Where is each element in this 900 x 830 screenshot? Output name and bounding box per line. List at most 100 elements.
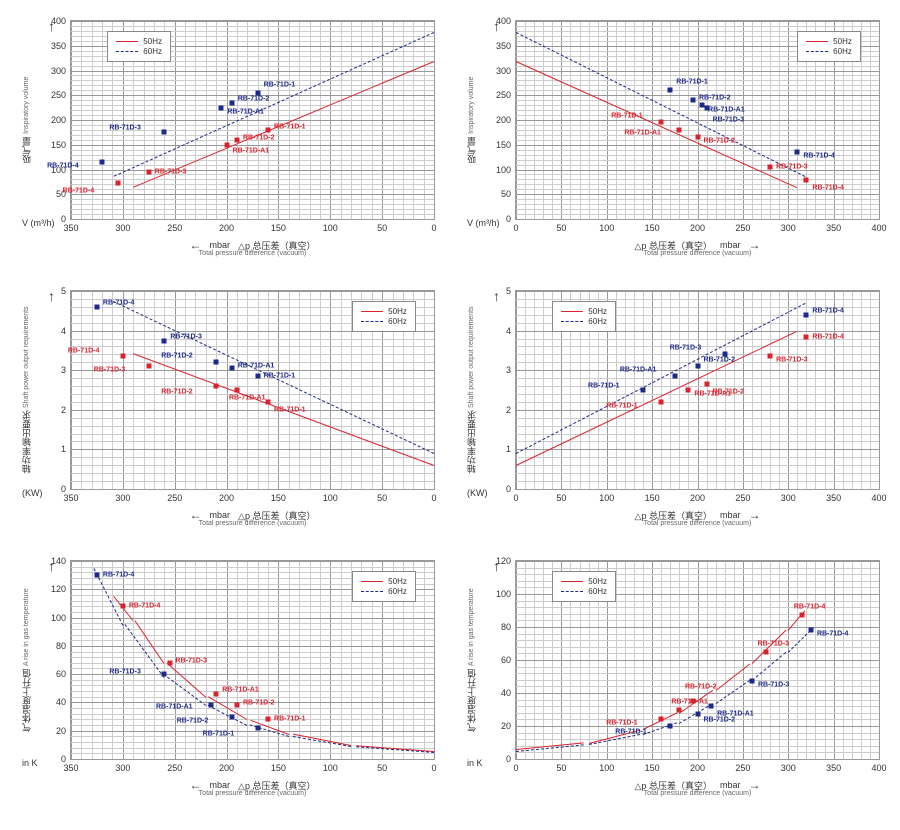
data-point: [234, 388, 239, 393]
arrow-up-icon: ↑: [48, 18, 55, 34]
y-axis-unit: in K: [467, 758, 483, 768]
x-tick: 400: [871, 493, 886, 503]
y-tick: 40: [501, 688, 511, 698]
x-tick: 250: [735, 763, 750, 773]
point-label: RB-71D-A1: [156, 704, 193, 711]
x-tick: 300: [115, 223, 130, 233]
data-point: [763, 649, 768, 654]
data-point: [795, 150, 800, 155]
legend-label: 50Hz: [388, 577, 407, 586]
y-tick: 2: [61, 405, 66, 415]
data-point: [255, 374, 260, 379]
point-label: RB-71D-A1: [222, 686, 259, 693]
data-point: [799, 613, 804, 618]
y-tick: 80: [56, 641, 66, 651]
legend-label: 50Hz: [833, 37, 852, 46]
point-label: RB-71D-3: [713, 116, 745, 123]
data-point: [804, 312, 809, 317]
data-point: [808, 628, 813, 633]
point-label: RB-71D-4: [47, 163, 79, 170]
legend: 50Hz60Hz: [552, 301, 616, 332]
data-point: [229, 366, 234, 371]
point-label: RB-71D-2: [704, 357, 736, 364]
x-tick: 400: [871, 223, 886, 233]
y-axis-label: 吸气量 Inspiratory volume: [467, 77, 479, 164]
y-tick: 0: [61, 214, 66, 224]
data-point: [255, 725, 260, 730]
x-tick: 150: [271, 493, 286, 503]
x-tick: 250: [167, 763, 182, 773]
arrow-up-icon: ↑: [493, 558, 500, 574]
y-tick: 4: [61, 326, 66, 336]
y-tick: 5: [61, 286, 66, 296]
arrow-up-icon: ↑: [493, 288, 500, 304]
x-tick: 300: [781, 763, 796, 773]
data-point: [659, 120, 664, 125]
point-label: RB-71D-A1: [233, 147, 270, 154]
y-tick: 100: [496, 589, 511, 599]
x-tick: 200: [690, 223, 705, 233]
data-point: [229, 714, 234, 719]
y-tick: 0: [506, 214, 511, 224]
y-tick: 20: [56, 726, 66, 736]
y-axis-label: 轴功率输出要求 Shaft power output requirements: [467, 306, 479, 473]
y-tick: 120: [51, 584, 66, 594]
x-tick: 100: [323, 493, 338, 503]
plot-area: 050100150200250300350400012345RB-71D-1RB…: [515, 290, 880, 490]
data-point: [219, 105, 224, 110]
data-point: [690, 98, 695, 103]
y-tick: 50: [501, 189, 511, 199]
y-axis-label: 吸气量 Inspiratory volume: [22, 77, 34, 164]
point-label: RB-71D-4: [812, 333, 844, 340]
x-tick: 350: [63, 223, 78, 233]
x-tick: 0: [431, 223, 436, 233]
x-tick: 50: [556, 493, 566, 503]
y-axis-unit: V (m³/h): [22, 218, 55, 228]
x-tick: 50: [377, 223, 387, 233]
x-axis-sublabel: Total pressure difference (vacuum): [515, 790, 880, 797]
x-tick: 100: [599, 223, 614, 233]
x-tick: 250: [735, 223, 750, 233]
data-point: [214, 384, 219, 389]
y-tick: 1: [506, 444, 511, 454]
y-tick: 100: [496, 165, 511, 175]
point-label: RB-71D-1: [606, 402, 638, 409]
point-label: RB-71D-4: [129, 603, 161, 610]
y-axis-unit: in K: [22, 758, 38, 768]
y-tick: 40: [56, 697, 66, 707]
point-label: RB-71D-3: [109, 125, 141, 132]
y-axis-unit: V (m³/h): [467, 218, 500, 228]
data-point: [768, 354, 773, 359]
x-tick: 400: [871, 763, 886, 773]
plot-area: 050100150200250300350400020406080100120R…: [515, 560, 880, 760]
y-tick: 2: [506, 405, 511, 415]
y-tick: 150: [496, 140, 511, 150]
point-label: RB-71D-1: [264, 373, 296, 380]
point-label: RB-71D-1: [588, 383, 620, 390]
x-tick: 200: [219, 763, 234, 773]
x-tick: 100: [323, 223, 338, 233]
point-label: RB-71D-1: [676, 79, 708, 86]
data-point: [162, 338, 167, 343]
point-label: RB-71D-A1: [620, 367, 657, 374]
legend-label: 50Hz: [588, 307, 607, 316]
plot-area: 0501001502002503003504000501001502002503…: [515, 20, 880, 220]
plot-area: 050100150200250300350012345RB-71D-1RB-71…: [70, 290, 435, 490]
x-tick: 250: [167, 223, 182, 233]
point-label: RB-71D-2: [704, 138, 736, 145]
y-axis-label: 轴功率输出要求 Shaft power output requirements: [22, 306, 34, 473]
data-point: [224, 142, 229, 147]
data-point: [677, 707, 682, 712]
data-point: [266, 399, 271, 404]
data-point: [695, 364, 700, 369]
point-label: RB-71D-2: [161, 389, 193, 396]
data-point: [677, 127, 682, 132]
point-label: RB-71D-2: [238, 95, 270, 102]
chart-c3: 050100150200250300350012345RB-71D-1RB-71…: [20, 290, 435, 540]
y-tick: 300: [496, 66, 511, 76]
point-label: RB-71D-2: [704, 717, 736, 724]
data-point: [804, 178, 809, 183]
x-tick: 200: [219, 223, 234, 233]
x-tick: 150: [271, 763, 286, 773]
data-point: [120, 604, 125, 609]
